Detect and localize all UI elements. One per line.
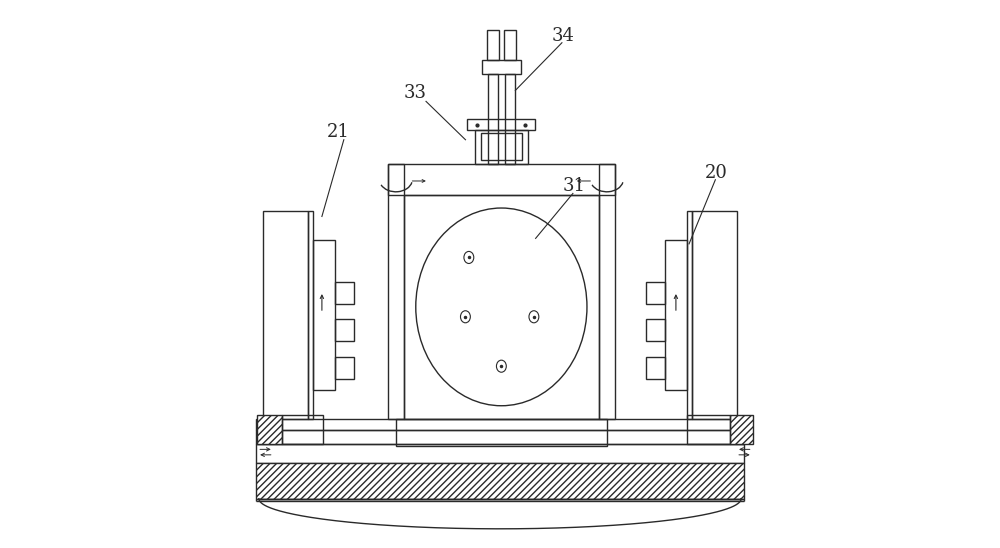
Bar <box>308 211 313 419</box>
Bar <box>396 419 607 446</box>
Bar <box>313 240 335 390</box>
Text: 31: 31 <box>562 178 585 195</box>
Text: 21: 21 <box>327 123 350 140</box>
Bar <box>475 130 528 164</box>
Bar <box>730 415 753 444</box>
Bar <box>687 211 692 419</box>
Bar <box>481 133 522 160</box>
Bar <box>488 74 498 164</box>
Bar <box>692 211 737 419</box>
Bar <box>335 357 354 379</box>
Bar <box>388 164 404 419</box>
Bar <box>467 119 535 130</box>
Bar <box>282 415 323 444</box>
Bar <box>404 195 599 419</box>
Bar <box>487 30 499 60</box>
Bar <box>256 463 744 499</box>
Bar <box>687 415 730 444</box>
Bar <box>599 164 615 419</box>
Bar <box>505 74 515 164</box>
Bar <box>256 419 744 430</box>
Bar <box>335 319 354 341</box>
Bar <box>335 282 354 304</box>
Bar <box>482 60 521 74</box>
Bar <box>646 319 665 341</box>
Bar <box>256 430 744 444</box>
Bar <box>257 415 282 444</box>
Text: 33: 33 <box>404 84 427 102</box>
Bar <box>646 282 665 304</box>
Bar <box>263 211 308 419</box>
Text: 20: 20 <box>705 164 728 181</box>
Text: 34: 34 <box>552 27 574 44</box>
Bar <box>256 444 744 463</box>
Bar <box>504 30 516 60</box>
Bar <box>388 164 615 195</box>
Bar <box>646 357 665 379</box>
Bar <box>665 240 687 390</box>
